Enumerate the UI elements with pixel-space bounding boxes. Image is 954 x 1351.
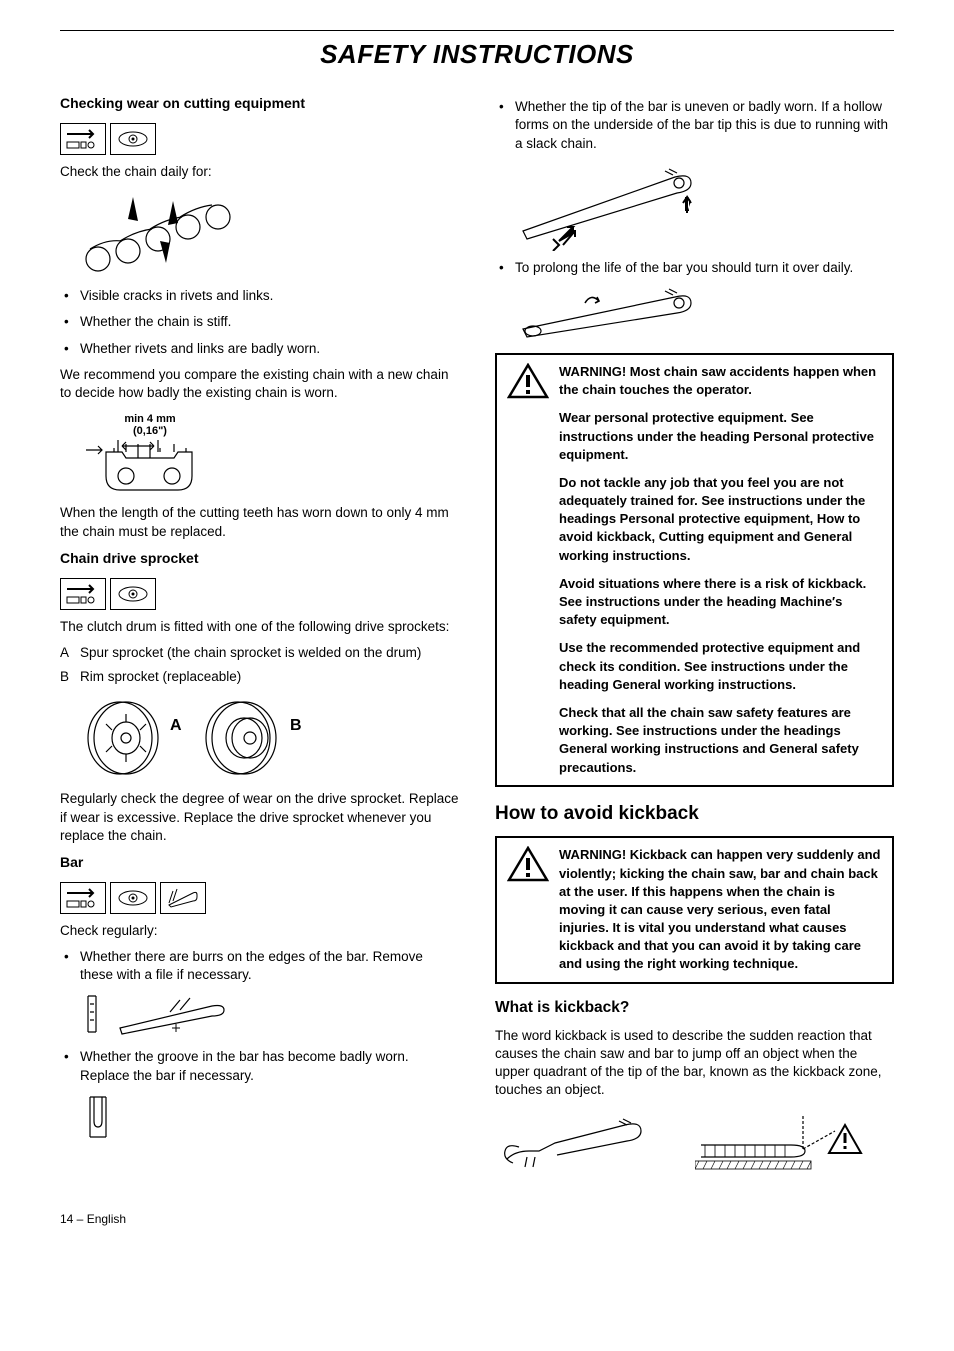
bullet-tip-text: Whether the tip of the bar is uneven or … — [515, 99, 888, 150]
arrow-box-icon — [60, 882, 106, 914]
page-title: SAFETY INSTRUCTIONS — [60, 37, 894, 72]
page-footer: 14 – English — [60, 1211, 894, 1227]
bullet-burrs: Whether there are burrs on the edges of … — [60, 948, 459, 1040]
warning-triangle-icon — [507, 846, 549, 973]
label-a: A — [60, 644, 80, 662]
kickback-fig-b — [695, 1107, 865, 1177]
check-daily-text: Check the chain daily for: — [60, 163, 459, 181]
warn1-p5: Check that all the chain saw safety feat… — [559, 704, 882, 777]
regcheck-text: Regularly check the degree of wear on th… — [60, 790, 459, 845]
compare-text: We recommend you compare the existing ch… — [60, 366, 459, 402]
bullet-cracks: Visible cracks in rivets and links. — [60, 287, 459, 305]
bullet-groove: Whether the groove in the bar has become… — [60, 1048, 459, 1142]
bar-check-list: Whether there are burrs on the edges of … — [60, 948, 459, 1143]
item-a-text: Spur sprocket (the chain sprocket is wel… — [80, 644, 421, 662]
arrow-box-icon — [60, 123, 106, 155]
svg-text:B: B — [290, 717, 302, 734]
min4mm-figure: min 4 mm (0,16") — [78, 410, 459, 496]
eye-icon — [110, 882, 156, 914]
heading-whatis: What is kickback? — [495, 998, 894, 1019]
item-a: A Spur sprocket (the chain sprocket is w… — [60, 644, 459, 662]
turn-bar-figure — [515, 285, 894, 343]
eye-icon — [110, 578, 156, 610]
bar-icon — [160, 882, 206, 914]
bullet-worn: Whether rivets and links are badly worn. — [60, 340, 459, 358]
warn1-p0: WARNING! Most chain saw accidents happen… — [559, 363, 882, 399]
warn1-p3: Avoid situations where there is a risk o… — [559, 575, 882, 630]
icon-row-2 — [60, 578, 459, 610]
svg-text:min 4 mm: min 4 mm — [124, 413, 176, 425]
warn1-p1: Wear personal protective equipment. See … — [559, 409, 882, 464]
svg-text:(0,16"): (0,16") — [133, 425, 167, 437]
bullet-stiff: Whether the chain is stiff. — [60, 313, 459, 331]
warn2-p: WARNING! Kickback can happen very sudden… — [559, 846, 882, 973]
kickback-fig-a — [495, 1107, 665, 1177]
label-b: B — [60, 668, 80, 686]
check-regularly-text: Check regularly: — [60, 922, 459, 940]
warn1-p4: Use the recommended protective equipment… — [559, 639, 882, 694]
warning-box-1: WARNING! Most chain saw accidents happen… — [495, 353, 894, 787]
bullet-burrs-text: Whether there are burrs on the edges of … — [80, 949, 423, 982]
warning-box-2: WARNING! Kickback can happen very sudden… — [495, 836, 894, 983]
heading-checking-wear: Checking wear on cutting equipment — [60, 94, 459, 113]
warning-2-text: WARNING! Kickback can happen very sudden… — [559, 846, 882, 973]
top-rule — [60, 30, 894, 31]
kickback-figures — [495, 1107, 894, 1177]
bullet-prolong: To prolong the life of the bar you shoul… — [495, 259, 894, 343]
chain-check-list: Visible cracks in rivets and links. Whet… — [60, 287, 459, 358]
warning-triangle-icon — [507, 363, 549, 777]
svg-text:A: A — [170, 717, 182, 734]
eye-icon — [110, 123, 156, 155]
chain-figure — [78, 189, 459, 279]
heading-bar: Bar — [60, 853, 459, 872]
icon-row-3 — [60, 882, 459, 914]
heading-sprocket: Chain drive sprocket — [60, 549, 459, 568]
heading-kickback: How to avoid kickback — [495, 801, 894, 827]
arrow-box-icon — [60, 578, 106, 610]
two-column-layout: Checking wear on cutting equipment Check… — [60, 90, 894, 1185]
sprocket-figure: A B — [78, 694, 459, 782]
burrs-figure — [80, 992, 459, 1040]
left-column: Checking wear on cutting equipment Check… — [60, 90, 459, 1185]
whatis-text: The word kickback is used to describe th… — [495, 1027, 894, 1100]
warning-1-text: WARNING! Most chain saw accidents happen… — [559, 363, 882, 777]
right-column: Whether the tip of the bar is uneven or … — [495, 90, 894, 1185]
right-bullets: Whether the tip of the bar is uneven or … — [495, 98, 894, 343]
clutch-text: The clutch drum is fitted with one of th… — [60, 618, 459, 636]
item-b-text: Rim sprocket (replaceable) — [80, 668, 241, 686]
item-b: B Rim sprocket (replaceable) — [60, 668, 459, 686]
groove-figure — [80, 1093, 459, 1143]
bullet-groove-text: Whether the groove in the bar has become… — [80, 1049, 409, 1082]
bullet-tip: Whether the tip of the bar is uneven or … — [495, 98, 894, 251]
bar-tip-figure — [515, 161, 894, 251]
icon-row-1 — [60, 123, 459, 155]
warn1-p2: Do not tackle any job that you feel you … — [559, 474, 882, 565]
replace-4mm-text: When the length of the cutting teeth has… — [60, 504, 459, 540]
bullet-prolong-text: To prolong the life of the bar you shoul… — [515, 260, 853, 275]
